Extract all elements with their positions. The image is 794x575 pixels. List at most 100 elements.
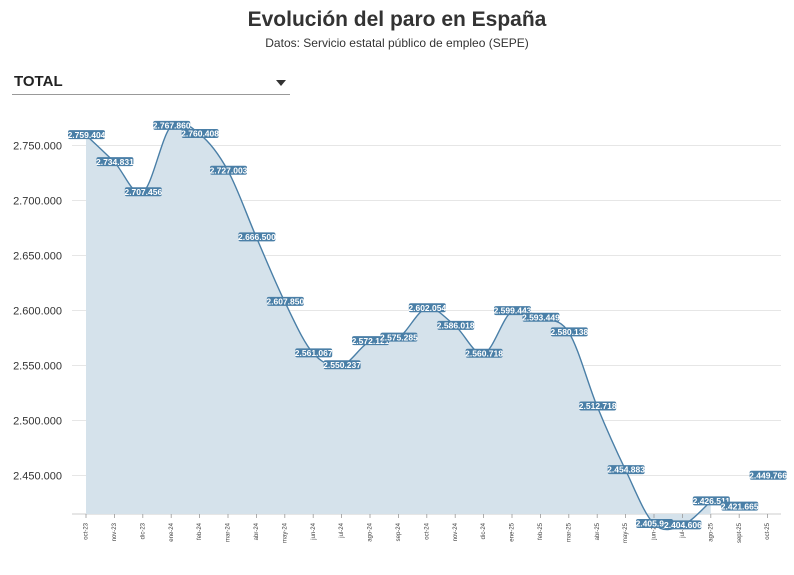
data-label-text: 2.707.456 [124,187,162,197]
caret-down-icon [276,80,286,86]
data-label: 2.760.408 [181,129,219,139]
data-label-text: 2.580.138 [550,327,588,337]
data-label-bg [692,496,730,506]
data-label: 2.550.237 [323,360,361,370]
data-label: 2.734.831 [96,157,134,167]
data-label: 2.560.718 [465,348,503,358]
x-tick-label: oct-25 [765,522,771,539]
data-label-bg [721,501,759,511]
data-label-bg [636,518,673,528]
x-tick-label: nov-23 [112,522,118,541]
data-label-bg [607,465,645,475]
data-label-bg [266,296,304,306]
data-label-bg [494,306,531,316]
data-label-text: 2.593.449 [522,312,560,322]
x-tick-label: sept-25 [737,522,743,543]
data-label-text: 2.759.404 [68,130,106,140]
y-tick-label: 2.600.000 [13,306,62,318]
data-label-bg [579,401,617,411]
data-label-bg [153,120,191,130]
x-tick-label: sep-24 [396,522,402,541]
data-label-text: 2.602.054 [408,303,446,313]
x-tick-label: oct-24 [424,522,430,539]
data-label: 2.767.860 [153,120,191,130]
data-label-text: 2.727.003 [210,165,248,175]
y-tick-label: 2.700.000 [13,196,62,208]
data-label-text: 2.454.883 [607,465,645,475]
x-tick-label: jul-25 [680,522,686,538]
y-tick-label: 2.750.000 [13,141,62,153]
data-label-bg [323,360,361,370]
data-label-text: 2.426.511 [693,496,731,506]
x-tick-label: abr-24 [254,522,260,540]
x-tick-label: jun-24 [311,522,317,540]
data-label: 2.666.500 [238,232,276,242]
data-label: 2.426.511 [693,496,731,506]
data-label-text: 2.405.963 [636,519,674,529]
data-label-bg [437,320,475,330]
data-label: 2.454.883 [607,465,645,475]
x-tick-label: jul-24 [339,522,345,538]
x-tick-label: nov-24 [453,522,459,541]
data-label-bg [210,165,247,175]
data-label-text: 2.760.408 [181,129,219,139]
data-label-text: 2.421.665 [721,501,759,511]
data-label-text: 2.449.766 [749,470,787,480]
data-label: 2.586.018 [437,320,475,330]
data-label: 2.575.285 [380,332,418,342]
chart-title: Evolución del paro en España [247,8,547,31]
data-label-bg [380,332,418,342]
data-label-text: 2.607.850 [266,296,304,306]
data-label: 2.707.456 [124,187,162,197]
data-label: 2.580.138 [550,327,588,337]
data-label: 2.512.718 [579,401,617,411]
x-tick-label: feb-25 [538,522,544,540]
x-tick-label: feb-24 [197,522,203,540]
x-tick-label: ago-24 [368,522,374,541]
data-label-bg [408,303,446,313]
x-tick-label: dic-24 [481,522,487,539]
data-label: 2.421.665 [721,501,759,511]
data-label: 2.405.963 [636,519,674,529]
y-tick-label: 2.650.000 [13,251,62,263]
data-label: 2.561.067 [295,348,333,358]
data-label-bg [465,348,503,358]
y-tick-label: 2.500.000 [13,416,62,428]
data-label-text: 2.575.285 [380,332,418,342]
data-label-bg [124,187,162,197]
data-label-text: 2.586.018 [437,320,475,330]
series-filter-dropdown[interactable]: TOTAL [12,70,290,95]
data-label: 2.599.443 [494,306,532,316]
data-label: 2.607.850 [266,296,304,306]
x-tick-label: mar-24 [226,522,232,542]
data-label-text: 2.404.606 [664,520,702,530]
data-label-text: 2.560.718 [465,348,503,358]
y-tick-label: 2.450.000 [13,471,62,483]
data-label-text: 2.512.718 [579,401,617,411]
data-label-text: 2.666.500 [238,232,276,242]
x-tick-label: may-25 [623,522,629,543]
x-tick-label: may-24 [282,522,288,543]
data-label-bg [550,327,588,337]
data-label-bg [68,130,105,140]
x-tick-label: jun-25 [652,522,658,540]
y-tick-label: 2.550.000 [13,361,62,373]
data-label: 2.404.606 [664,520,702,530]
x-tick-label: ago-25 [708,522,714,541]
data-label-bg [664,520,702,530]
x-tick-label: ene-25 [510,522,516,541]
data-label-text: 2.767.860 [153,120,191,130]
data-label-bg [181,129,219,139]
data-label-bg [96,157,134,167]
chart-subtitle: Datos: Servicio estatal público de emple… [265,36,529,50]
x-tick-label: ene-24 [169,522,175,541]
series-area [86,121,711,530]
data-label-text: 2.550.237 [323,360,361,370]
data-label: 2.449.766 [749,470,787,480]
data-label-bg [295,348,333,358]
data-label-bg [238,232,276,242]
data-label-text: 2.734.831 [96,157,134,167]
x-tick-label: dic-23 [140,522,146,539]
data-label-text: 2.561.067 [295,348,333,358]
